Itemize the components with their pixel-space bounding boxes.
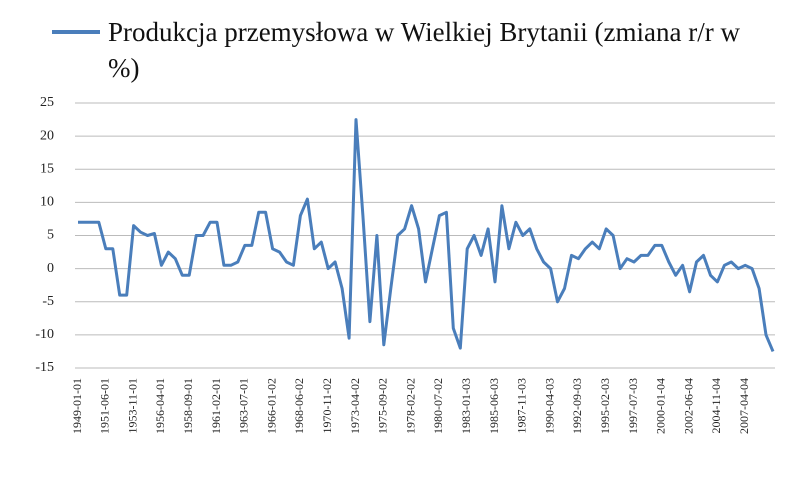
y-tick-label: -5 bbox=[42, 294, 54, 309]
y-tick-label: 15 bbox=[40, 161, 54, 176]
x-tick-label: 1951-06-01 bbox=[98, 378, 112, 434]
y-tick-label: 25 bbox=[40, 95, 54, 110]
x-tick-label: 1987-11-03 bbox=[515, 378, 529, 434]
x-tick-label: 1968-06-02 bbox=[292, 378, 306, 434]
x-tick-label: 1975-09-02 bbox=[376, 378, 390, 434]
x-tick-label: 1961-02-01 bbox=[209, 378, 223, 434]
x-tick-label: 1992-09-03 bbox=[570, 378, 584, 434]
x-tick-label: 1963-07-01 bbox=[237, 378, 251, 434]
x-tick-label: 1980-07-02 bbox=[431, 378, 445, 434]
x-tick-label: 1985-06-03 bbox=[487, 378, 501, 434]
x-tick-label: 1995-02-03 bbox=[598, 378, 612, 434]
x-tick-label: 1973-04-02 bbox=[348, 378, 362, 434]
x-tick-label: 1949-01-01 bbox=[70, 378, 84, 434]
x-tick-label: 1970-11-02 bbox=[320, 378, 334, 434]
x-tick-label: 2000-01-04 bbox=[654, 378, 668, 434]
legend-label: Produkcja przemysłowa w Wielkiej Brytani… bbox=[108, 17, 740, 83]
x-tick-label: 2007-04-04 bbox=[737, 378, 751, 434]
y-tick-label: -10 bbox=[35, 327, 54, 342]
y-tick-label: 0 bbox=[47, 261, 54, 276]
y-tick-label: 5 bbox=[47, 228, 54, 243]
y-tick-label: 20 bbox=[40, 128, 54, 143]
x-tick-label: 2004-11-04 bbox=[709, 378, 723, 434]
x-tick-label: 1983-01-03 bbox=[459, 378, 473, 434]
y-tick-label: -15 bbox=[35, 360, 54, 375]
x-tick-label: 1978-02-02 bbox=[403, 378, 417, 434]
x-tick-label: 2002-06-04 bbox=[681, 378, 695, 434]
y-tick-label: 10 bbox=[40, 195, 54, 210]
x-tick-label: 1958-09-01 bbox=[181, 378, 195, 434]
line bbox=[78, 118, 775, 352]
x-tick-label: 1990-04-03 bbox=[542, 378, 556, 434]
x-tick-label: 1956-04-01 bbox=[153, 378, 167, 434]
x-tick-label: 1997-07-03 bbox=[626, 378, 640, 434]
x-tick-label: 1966-01-02 bbox=[264, 378, 278, 434]
x-tick-label: 1953-11-01 bbox=[125, 378, 139, 434]
